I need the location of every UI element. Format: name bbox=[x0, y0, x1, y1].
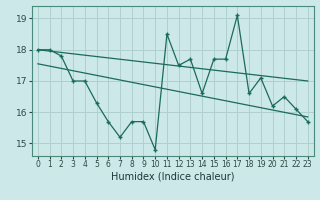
X-axis label: Humidex (Indice chaleur): Humidex (Indice chaleur) bbox=[111, 172, 235, 182]
